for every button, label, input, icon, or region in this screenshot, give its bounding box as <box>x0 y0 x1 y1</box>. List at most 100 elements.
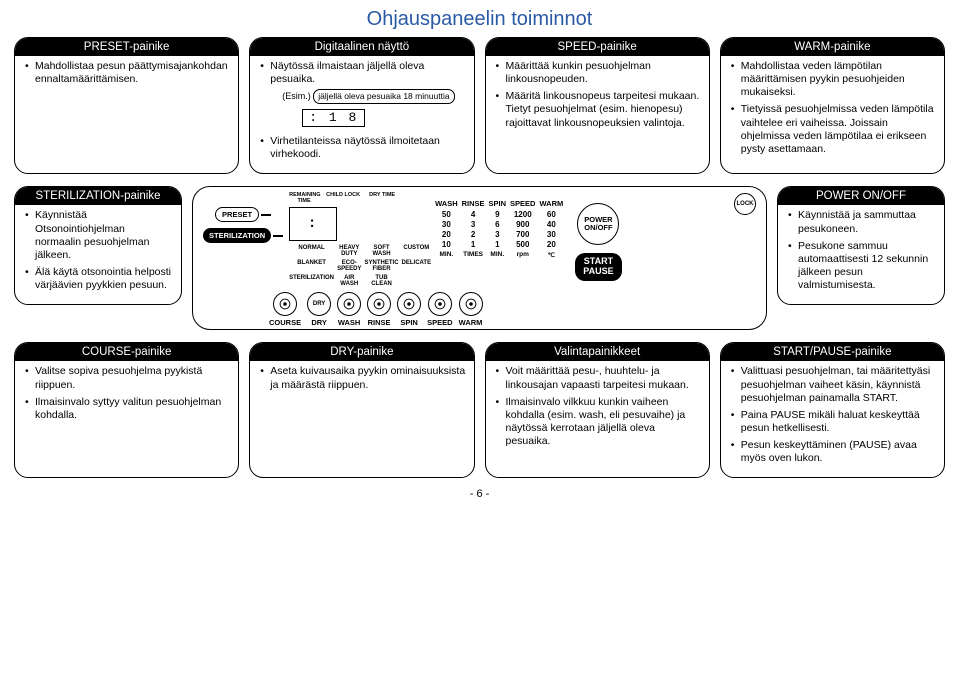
unit-label: TIMES <box>463 251 483 258</box>
select-item-0: Voit määrittää pesu-, huuhtelu- ja linko… <box>494 365 701 391</box>
select-item-1: Ilmaisinvalo vilkkuu kunkin vaiheen kohd… <box>494 396 701 449</box>
warm-label: WARM <box>539 193 563 207</box>
course-item-1: Ilmaisinvalo syttyy valitun pesuohjelman… <box>23 396 230 422</box>
power-item-0: Käynnistää ja sammuttaa pesukoneen. <box>786 209 936 235</box>
value-cell: 10 <box>442 240 451 249</box>
tinyhead-childlock: CHILD LOCK <box>325 193 361 204</box>
speed-item-1: Määritä linkousnopeus tarpeitesi mukaan.… <box>494 90 701 129</box>
speed-box: SPEED-painike Määrittää kunkin pesuohjel… <box>485 37 710 174</box>
value-cell: 700 <box>516 230 529 239</box>
knob-label: RINSE <box>368 318 391 327</box>
spin-label: SPIN <box>489 193 507 207</box>
speed-label: SPEED <box>510 193 535 207</box>
knob-label: SPIN <box>400 318 418 327</box>
preset-header: PRESET-painike <box>15 38 238 56</box>
mode-cell: AIR WASH <box>337 274 362 288</box>
knob-group: RINSE <box>367 292 391 327</box>
wash-knob[interactable] <box>337 292 361 316</box>
value-cell: 40 <box>547 220 556 229</box>
value-cell: 20 <box>442 230 451 239</box>
mode-cell: SYNTHETIC FIBER <box>365 259 399 273</box>
rinse-col: RINSE 4321TIMES <box>462 193 485 258</box>
power-box: POWER ON/OFF Käynnistää ja sammuttaa pes… <box>777 186 945 305</box>
speed-item-0: Määrittää kunkin pesuohjelman linkousnop… <box>494 60 701 86</box>
preset-button[interactable]: PRESET <box>215 207 259 222</box>
unit-label: MIN. <box>490 251 504 258</box>
dry-item-0: Aseta kuivausaika pyykin ominaisuuksista… <box>258 365 465 391</box>
knob-label: DRY <box>311 318 327 327</box>
dash-icon <box>261 214 271 216</box>
knob-icon <box>342 297 356 311</box>
sterilization-box: STERILIZATION-painike Käynnistää Otsonoi… <box>14 186 182 305</box>
sterilization-button[interactable]: STERILIZATION <box>203 228 271 243</box>
value-cell: 1 <box>495 240 499 249</box>
select-box: Valintapainikkeet Voit määrittää pesu-, … <box>485 342 710 478</box>
rinse-knob[interactable] <box>367 292 391 316</box>
preset-box: PRESET-painike Mahdollistaa pesun päätty… <box>14 37 239 174</box>
select-header: Valintapainikkeet <box>486 343 709 361</box>
startpause-item-0: Valittuasi pesuohjelman, tai määritettyä… <box>729 365 936 404</box>
knob-icon <box>372 297 386 311</box>
tinyhead-remaining: REMAINING TIME <box>289 193 319 204</box>
unit-label: rpm <box>517 251 529 258</box>
startpause-item-1: Paina PAUSE mikäli haluat keskeyttää pes… <box>729 409 936 435</box>
speed-header: SPEED-painike <box>486 38 709 56</box>
startpause-item-2: Pesun keskeyttäminen (PAUSE) avaa myös o… <box>729 439 936 465</box>
start-pause-button[interactable]: START PAUSE <box>575 253 621 281</box>
dry-knob[interactable]: DRY <box>307 292 331 316</box>
warm-item-0: Mahdollistaa veden lämpötilan määrittämi… <box>729 60 936 99</box>
mode-cell: ECO-SPEEDY <box>337 259 362 273</box>
knob-row: COURSE DRY DRY WASH RINSE SPIN SPEED WARM <box>203 292 756 327</box>
preset-item: Mahdollistaa pesun päättymisajankohdan e… <box>23 60 230 86</box>
unit-label: ℃ <box>548 251 555 259</box>
sterilization-header: STERILIZATION-painike <box>15 187 181 205</box>
value-cell: 60 <box>547 210 556 219</box>
rinse-label: RINSE <box>462 193 485 207</box>
startpause-box: START/PAUSE-painike Valittuasi pesuohjel… <box>720 342 945 478</box>
knob-label: COURSE <box>269 318 301 327</box>
warm-header: WARM-painike <box>721 38 944 56</box>
top-row: PRESET-painike Mahdollistaa pesun päätty… <box>0 31 959 180</box>
mode-cell: NORMAL <box>289 244 334 258</box>
course-box: COURSE-painike Valitse sopiva pesuohjelm… <box>14 342 239 478</box>
spin-knob[interactable] <box>397 292 421 316</box>
speed-col: SPEED 1200900700500rpm <box>510 193 535 258</box>
knob-icon <box>278 297 292 311</box>
value-cell: 9 <box>495 210 499 219</box>
seg-display: : 1 8 <box>302 109 365 127</box>
tinyhead-drytime: DRY TIME <box>367 193 397 204</box>
value-cell: 1 <box>471 240 475 249</box>
value-cell: 20 <box>547 240 556 249</box>
knob-group: COURSE <box>269 292 301 327</box>
knob-group: DRY DRY <box>307 292 331 327</box>
course-knob[interactable] <box>273 292 297 316</box>
digital-display: : <box>289 207 337 241</box>
spin-col: SPIN 9631MIN. <box>489 193 507 258</box>
course-header: COURSE-painike <box>15 343 238 361</box>
knob-group: SPEED <box>427 292 452 327</box>
speed-knob[interactable] <box>428 292 452 316</box>
control-panel: LOCK PRESET STERILIZATION REMA <box>192 186 767 330</box>
knob-label: WASH <box>338 318 361 327</box>
warm-knob[interactable] <box>459 292 483 316</box>
power-header: POWER ON/OFF <box>778 187 944 205</box>
value-cell: 4 <box>471 210 475 219</box>
course-item-0: Valitse sopiva pesuohjelma pyykistä riip… <box>23 365 230 391</box>
display-example: (Esim.) jäljellä oleva pesuaika 18 minuu… <box>282 89 465 104</box>
power-button[interactable]: POWER ON/OFF <box>577 203 619 245</box>
value-cell: 6 <box>495 220 499 229</box>
mode-cell: BLANKET <box>289 259 334 273</box>
display-lead: Näytössä ilmaistaan jäljellä oleva pesua… <box>258 60 465 131</box>
knob-group: WASH <box>337 292 361 327</box>
sterilization-item-1: Älä käytä otsonointia helposti värjäävie… <box>23 266 173 292</box>
middle-row: STERILIZATION-painike Käynnistää Otsonoi… <box>0 180 959 336</box>
knob-icon <box>433 297 447 311</box>
mode-cell: SOFT WASH <box>365 244 399 258</box>
display-lead-text: Näytössä ilmaistaan jäljellä oleva pesua… <box>270 60 424 85</box>
mode-cell: DELICATE <box>402 259 432 273</box>
bottom-row: COURSE-painike Valitse sopiva pesuohjelm… <box>0 336 959 484</box>
knob-label: WARM <box>459 318 483 327</box>
knob-icon <box>464 297 478 311</box>
mode-cell: HEAVY DUTY <box>337 244 362 258</box>
example-prefix: (Esim.) <box>282 91 311 102</box>
